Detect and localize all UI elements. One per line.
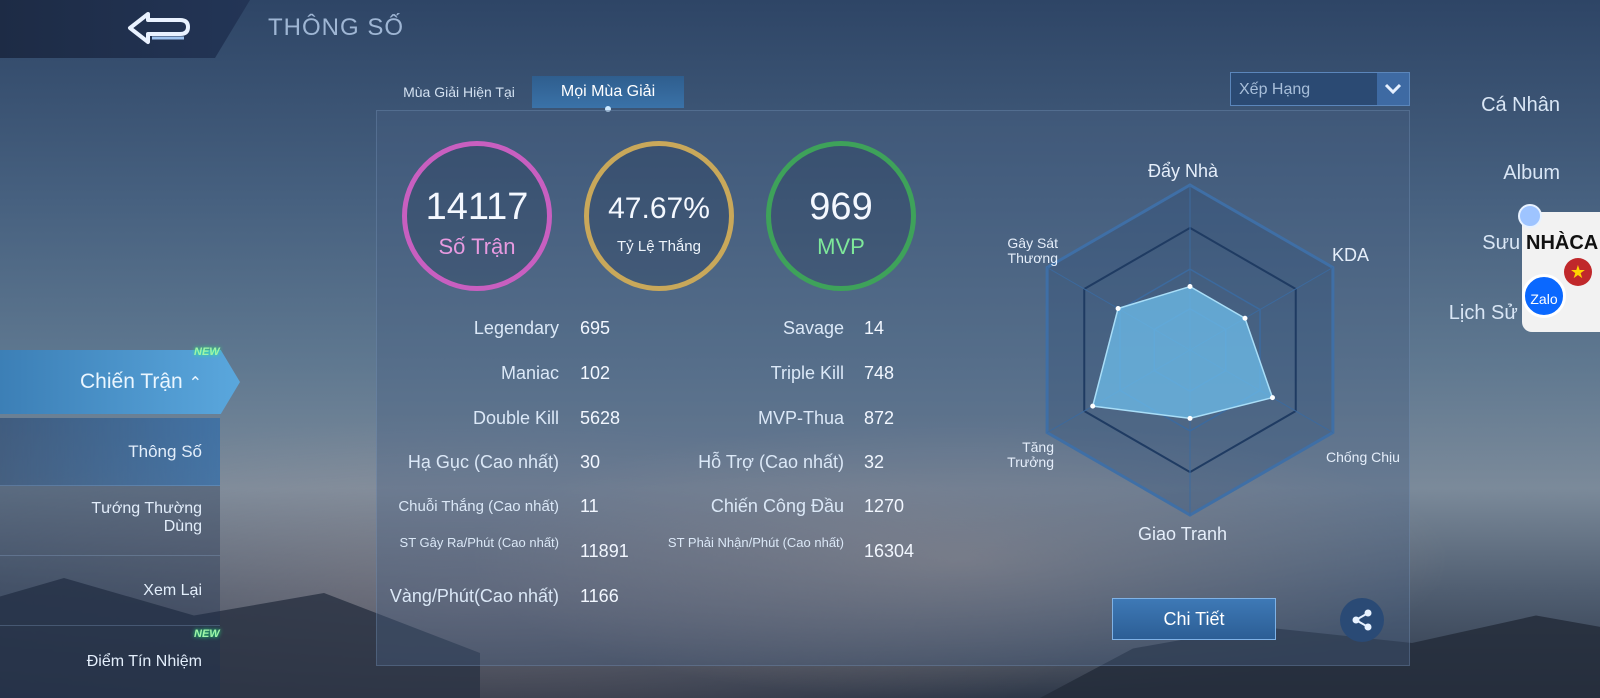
widget-star-icon: ★ <box>1564 258 1592 286</box>
stat-label: Vàng/Phút(Cao nhất) <box>389 586 559 606</box>
stat-value: 102 <box>580 363 611 383</box>
stat-label: Maniac <box>500 363 559 383</box>
radar-axis-label: Tăng Trưởng <box>1007 439 1054 470</box>
stat-value: 14 <box>864 318 885 338</box>
back-bar <box>0 0 250 58</box>
winrate-label: Tỷ Lệ Thắng <box>617 238 701 255</box>
matches-circle: 14117 Số Trận <box>402 141 552 291</box>
stat-value: 1270 <box>864 496 905 516</box>
sidebar-item-battle-label: Chiến Trận ⌃ <box>80 370 202 393</box>
stat-label: Hỗ Trợ (Cao nhất) <box>698 452 844 472</box>
matches-label: Số Trận <box>438 234 516 259</box>
stat-label: Savage <box>782 318 844 338</box>
active-indicator-icon <box>605 106 611 112</box>
stat-label: Chuỗi Thắng (Cao nhất) <box>398 498 559 515</box>
radar-point <box>1115 305 1121 311</box>
radar-point <box>1090 403 1096 409</box>
sidebar-item-profile[interactable]: Cá Nhân <box>1481 94 1560 116</box>
matches-value: 14117 <box>425 186 529 228</box>
tab-current-season[interactable]: Mùa Giải Hiện Tại <box>403 84 515 100</box>
stat-label: ST Gây Ra/Phút (Cao nhất) <box>399 535 559 550</box>
sidebar-item-album[interactable]: Album <box>1503 162 1560 184</box>
stat-value: 872 <box>864 408 895 428</box>
floating-widget[interactable]: NHÀCA ★ Zalo <box>1522 212 1600 332</box>
stat-label: ST Phải Nhận/Phút (Cao nhất) <box>667 535 844 550</box>
mode-select[interactable]: Xếp Hạng <box>1230 72 1410 106</box>
zalo-icon: Zalo <box>1522 274 1566 318</box>
sub-menu: Thông Số Tướng Thường Dùng Xem Lại Điểm … <box>0 418 220 698</box>
stat-value: 695 <box>580 318 611 338</box>
stat-label: Triple Kill <box>770 363 844 383</box>
stat-value: 1166 <box>580 586 619 606</box>
new-badge-credit: NEW <box>194 628 220 640</box>
stat-label: Hạ Gục (Cao nhất) <box>407 452 559 472</box>
mvp-label: MVP <box>817 234 865 259</box>
chevron-up-icon: ⌃ <box>188 375 202 392</box>
radar-point <box>1242 315 1248 321</box>
stat-value: 30 <box>580 452 601 472</box>
stat-value: 11891 <box>580 541 629 561</box>
winrate-circle: 47.67% Tỷ Lệ Thắng <box>584 141 734 291</box>
new-badge: NEW <box>194 346 220 358</box>
radar-point <box>1187 415 1193 421</box>
sub-item-favorite-heroes[interactable]: Tướng Thường Dùng <box>0 486 220 556</box>
widget-handle-icon[interactable] <box>1518 204 1542 228</box>
sub-item-replay[interactable]: Xem Lại <box>0 556 220 626</box>
stat-value: 11 <box>580 496 599 516</box>
back-button[interactable] <box>122 8 198 52</box>
tab-all-seasons-label: Mọi Mùa Giải <box>560 83 656 100</box>
share-icon <box>1352 609 1372 631</box>
radar-axis-label: Chống Chịu <box>1326 449 1400 465</box>
detail-button[interactable]: Chi Tiết <box>1112 598 1276 640</box>
tab-all-seasons[interactable]: Mọi Mùa Giải <box>532 76 684 112</box>
stat-value: 16304 <box>864 541 915 561</box>
mvp-value: 969 <box>809 186 873 228</box>
stat-label: Legendary <box>473 318 559 338</box>
radar-axis-label: Đẩy Nhà <box>1148 161 1219 181</box>
radar-axis-label: Giao Tranh <box>1138 524 1228 544</box>
widget-brand: NHÀCA <box>1526 232 1599 254</box>
stat-value: 5628 <box>580 408 621 428</box>
radar-point <box>1187 284 1193 290</box>
stat-label: Double Kill <box>472 408 559 428</box>
stat-label: MVP-Thua <box>757 408 844 428</box>
page-title: THÔNG SỐ <box>268 14 405 41</box>
back-arrow-icon <box>128 12 190 44</box>
radar-axis-label: KDA <box>1332 245 1370 265</box>
radar-axis-label: Gây Sát Thương <box>1007 235 1058 266</box>
share-button[interactable] <box>1340 598 1384 642</box>
mode-select-value: Xếp Hạng <box>1239 81 1311 98</box>
sub-item-stats[interactable]: Thông Số <box>0 418 220 486</box>
radar-chart <box>1045 183 1335 517</box>
stat-label: Chiến Công Đầu <box>710 496 844 516</box>
chevron-down-icon <box>1377 73 1409 105</box>
sub-item-credit-score[interactable]: Điểm Tín Nhiệm <box>86 653 202 670</box>
radar-point <box>1269 395 1275 401</box>
winrate-value: 47.67% <box>608 192 710 225</box>
mvp-circle: 969 MVP <box>766 141 916 291</box>
sidebar-item-battle[interactable]: Chiến Trận ⌃ <box>0 350 240 414</box>
stat-value: 748 <box>864 363 895 383</box>
stat-value: 32 <box>864 452 885 472</box>
